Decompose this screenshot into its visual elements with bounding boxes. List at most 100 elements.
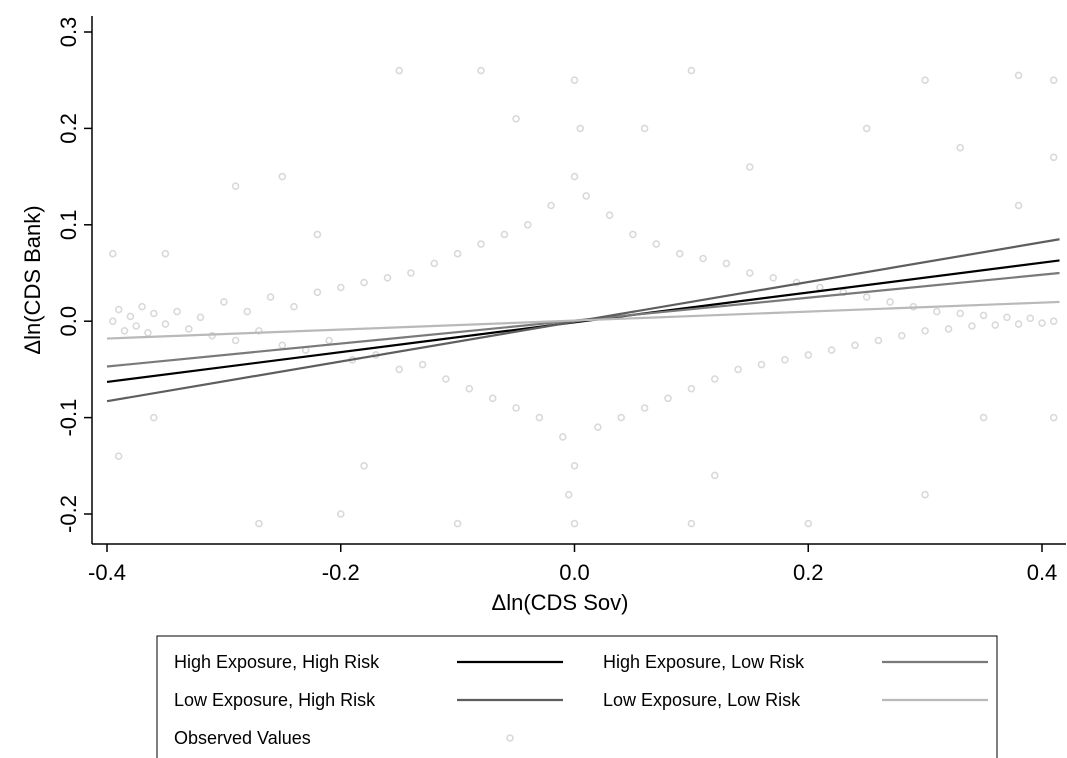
scatter-point bbox=[979, 413, 988, 422]
scatter-point bbox=[360, 461, 368, 470]
scatter-point bbox=[132, 322, 140, 330]
scatter-point bbox=[161, 249, 170, 258]
scatter-point bbox=[535, 413, 544, 422]
x-axis-title: Δln(CDS Sov) bbox=[492, 590, 629, 615]
scatter-point bbox=[442, 375, 450, 383]
scatter-point bbox=[114, 452, 123, 461]
scatter-point bbox=[862, 293, 871, 301]
scatter-point bbox=[897, 331, 906, 340]
scatter-point bbox=[921, 326, 929, 335]
scatter-point bbox=[185, 325, 193, 333]
scatter-point bbox=[886, 298, 894, 306]
scatter-point bbox=[991, 321, 1000, 329]
scatter-point bbox=[769, 273, 778, 282]
x-tick-label: -0.2 bbox=[322, 560, 360, 585]
scatter-point bbox=[1014, 201, 1023, 210]
scatter-point bbox=[500, 230, 509, 239]
legend-box bbox=[156, 635, 998, 758]
legend: High Exposure, High Risk High Exposure, L… bbox=[156, 635, 998, 758]
scatter-point bbox=[1003, 313, 1011, 322]
scatter-point bbox=[605, 211, 614, 219]
scatter-point bbox=[1014, 320, 1023, 328]
scatter-point bbox=[278, 172, 287, 181]
scatter-point bbox=[687, 66, 696, 75]
scatter-point bbox=[231, 182, 240, 190]
x-tick-label: 0.0 bbox=[559, 560, 590, 585]
ticks: -0.4 -0.2 0.0 0.2 0.4 -0.2 -0.1 0.0 0.1 0.2 0.3 bbox=[56, 17, 1057, 585]
scatter-point bbox=[804, 519, 813, 528]
scatter-point bbox=[109, 249, 117, 258]
scatter-point bbox=[652, 240, 661, 248]
scatter-point bbox=[1026, 314, 1035, 323]
scatter-point bbox=[523, 221, 532, 229]
scatter-point bbox=[325, 336, 333, 345]
scatter-point bbox=[956, 143, 965, 152]
scatter-point bbox=[640, 124, 649, 133]
scatter-point bbox=[395, 365, 404, 374]
scatter-point bbox=[664, 394, 672, 403]
scatter-point bbox=[173, 307, 181, 316]
scatter-point bbox=[114, 305, 123, 314]
scatter-point bbox=[570, 76, 579, 84]
scatter-point bbox=[757, 360, 766, 369]
scatter-point bbox=[336, 510, 345, 518]
scatter-point bbox=[564, 490, 573, 499]
legend-label-low-exposure-high-risk: Low Exposure, High Risk bbox=[174, 690, 376, 710]
scatter-point bbox=[570, 461, 579, 470]
scatter-layer bbox=[109, 66, 1058, 528]
scatter-point bbox=[313, 230, 322, 239]
scatter-point bbox=[453, 519, 462, 528]
scatter-point bbox=[255, 519, 263, 528]
scatter-point bbox=[629, 230, 637, 239]
scatter-point bbox=[126, 312, 135, 321]
scatter-point bbox=[395, 66, 404, 75]
scatter-point bbox=[570, 519, 579, 528]
scatter-point bbox=[418, 360, 427, 369]
scatter-point bbox=[804, 351, 813, 359]
scatter-point bbox=[710, 375, 719, 383]
scatter-point bbox=[313, 288, 322, 297]
y-tick-label: 0.0 bbox=[56, 306, 81, 337]
scatter-point bbox=[1049, 153, 1058, 162]
scatter-point bbox=[336, 283, 345, 292]
scatter-point bbox=[196, 313, 205, 322]
legend-label-observed-values: Observed Values bbox=[174, 728, 311, 748]
y-tick-label: 0.1 bbox=[56, 210, 81, 241]
scatter-point bbox=[290, 302, 298, 311]
scatter-point bbox=[109, 317, 117, 326]
scatter-point bbox=[944, 325, 953, 333]
scatter-point bbox=[278, 341, 287, 350]
scatter-point bbox=[921, 490, 929, 499]
legend-label-high-exposure-high-risk: High Exposure, High Risk bbox=[174, 652, 380, 672]
scatter-point bbox=[120, 326, 129, 335]
scatter-point bbox=[874, 336, 883, 345]
scatter-point bbox=[547, 201, 555, 210]
scatter-point bbox=[640, 404, 649, 412]
scatter-point bbox=[558, 433, 567, 441]
scatter-point bbox=[734, 365, 742, 374]
fit-lines bbox=[106, 238, 1060, 403]
legend-label-high-exposure-low-risk: High Exposure, Low Risk bbox=[603, 652, 805, 672]
scatter-point bbox=[617, 413, 626, 422]
scatter-point bbox=[851, 341, 859, 350]
scatter-point bbox=[1038, 319, 1046, 327]
scatter-point bbox=[512, 404, 520, 412]
scatter-point bbox=[161, 320, 170, 328]
scatter-point bbox=[968, 322, 976, 330]
scatter-point bbox=[745, 269, 754, 277]
axes bbox=[91, 16, 1066, 545]
scatter-point bbox=[827, 346, 836, 354]
scatter-point bbox=[477, 66, 485, 75]
scatter-point bbox=[360, 278, 368, 287]
scatter-point bbox=[781, 355, 789, 364]
scatter-point bbox=[150, 309, 158, 318]
x-tick-label: 0.2 bbox=[793, 560, 824, 585]
scatter-point bbox=[862, 124, 871, 133]
scatter-point bbox=[231, 336, 240, 345]
scatter-point bbox=[979, 311, 988, 320]
scatter-point bbox=[1014, 71, 1023, 80]
scatter-point bbox=[710, 471, 719, 480]
scatter-point bbox=[675, 249, 684, 258]
scatter-point bbox=[150, 413, 158, 422]
